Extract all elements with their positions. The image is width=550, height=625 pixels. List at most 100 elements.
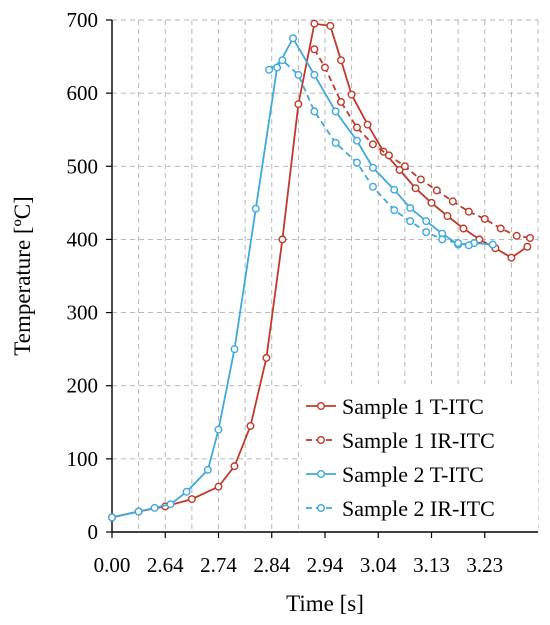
data-point xyxy=(278,56,287,65)
tick-labels: 0.00 2.64 2.74 2.84 2.94 3.04 3.13 3.23 0 100 200 3… xyxy=(67,8,504,577)
y-tick-label: 300 xyxy=(67,301,99,325)
legend-swatch-marker xyxy=(317,504,326,513)
x-tick-label: 2.84 xyxy=(253,553,290,577)
x-tick-label: 3.13 xyxy=(413,553,450,577)
data-point xyxy=(166,500,175,509)
data-point xyxy=(459,224,468,233)
data-point xyxy=(448,197,457,206)
data-point xyxy=(203,465,212,474)
data-point xyxy=(400,162,409,171)
legend-item: Sample 2 T-ITC xyxy=(306,462,484,487)
data-point xyxy=(454,239,463,248)
data-point xyxy=(464,207,473,216)
y-tick-label: 500 xyxy=(67,154,99,178)
data-point xyxy=(230,462,239,471)
data-point xyxy=(395,165,404,174)
data-point xyxy=(265,65,274,74)
data-point xyxy=(352,158,361,167)
data-point xyxy=(507,253,516,262)
series-line xyxy=(268,59,469,247)
data-point xyxy=(150,503,159,512)
x-tick-label: 0.00 xyxy=(94,553,131,577)
series-lines xyxy=(107,19,535,522)
y-tick-label: 700 xyxy=(67,8,99,32)
data-point xyxy=(321,63,330,72)
y-tick-label: 400 xyxy=(67,227,99,251)
data-point xyxy=(526,233,535,242)
series-line xyxy=(111,36,493,519)
data-point xyxy=(411,184,420,193)
legend-label: Sample 1 IR-ITC xyxy=(342,428,495,453)
data-point xyxy=(406,217,415,226)
data-point xyxy=(368,182,377,191)
x-tick-label: 2.74 xyxy=(200,553,237,577)
data-point xyxy=(464,241,473,250)
data-point xyxy=(262,353,271,362)
data-point xyxy=(422,217,431,226)
data-point xyxy=(331,138,340,147)
legend-item: Sample 2 IR-ITC xyxy=(306,496,495,521)
data-point xyxy=(496,224,505,233)
data-point xyxy=(363,120,372,129)
data-point xyxy=(294,70,303,79)
legend-box xyxy=(302,384,538,530)
x-tick-label: 3.04 xyxy=(360,553,397,577)
data-point xyxy=(310,70,319,79)
data-point xyxy=(214,482,223,491)
data-point xyxy=(310,45,319,54)
data-point xyxy=(214,425,223,434)
data-point xyxy=(289,34,298,43)
y-tick-label: 600 xyxy=(67,81,99,105)
y-tick-label: 100 xyxy=(67,447,99,471)
data-point xyxy=(480,214,489,223)
data-point xyxy=(336,97,345,106)
data-point xyxy=(246,421,255,430)
data-point xyxy=(523,242,532,251)
data-point xyxy=(336,56,345,65)
data-point xyxy=(107,513,116,522)
x-tick-label: 2.64 xyxy=(147,553,184,577)
data-point xyxy=(182,487,191,496)
legend-label: Sample 1 T-ITC xyxy=(342,394,484,419)
x-axis-title: Time [s] xyxy=(286,591,364,616)
legend: Sample 1 T-ITC Sample 1 IR-ITC Sample 2 T-… xyxy=(302,384,538,530)
y-tick-label: 0 xyxy=(88,520,99,544)
y-tick-label: 200 xyxy=(67,374,99,398)
data-point xyxy=(416,175,425,184)
legend-label: Sample 2 T-ITC xyxy=(342,462,484,487)
data-point xyxy=(422,228,431,237)
data-point xyxy=(488,240,497,249)
data-point xyxy=(384,151,393,160)
data-point xyxy=(310,19,319,28)
data-point xyxy=(443,212,452,221)
data-point xyxy=(427,198,436,207)
data-point xyxy=(368,163,377,172)
data-point xyxy=(187,495,196,504)
x-tick-label: 3.23 xyxy=(466,553,503,577)
data-point xyxy=(326,21,335,30)
data-point xyxy=(432,186,441,195)
data-point xyxy=(251,204,260,213)
data-point xyxy=(438,235,447,244)
legend-swatch-marker xyxy=(317,436,326,445)
series-2 xyxy=(310,45,535,242)
data-point xyxy=(347,90,356,99)
legend-swatch-marker xyxy=(317,402,326,411)
data-point xyxy=(273,63,282,72)
y-axis-title: Temperature [ºC] xyxy=(10,196,35,355)
series-4 xyxy=(265,56,473,250)
data-point xyxy=(390,185,399,194)
data-point xyxy=(390,206,399,215)
data-point xyxy=(512,231,521,240)
data-point xyxy=(368,140,377,149)
data-point xyxy=(134,507,143,516)
data-point xyxy=(310,107,319,116)
series-3 xyxy=(107,34,497,522)
data-point xyxy=(230,345,239,354)
data-point xyxy=(294,100,303,109)
legend-label: Sample 2 IR-ITC xyxy=(342,496,495,521)
data-point xyxy=(278,235,287,244)
data-point xyxy=(331,107,340,116)
data-point xyxy=(352,136,361,145)
